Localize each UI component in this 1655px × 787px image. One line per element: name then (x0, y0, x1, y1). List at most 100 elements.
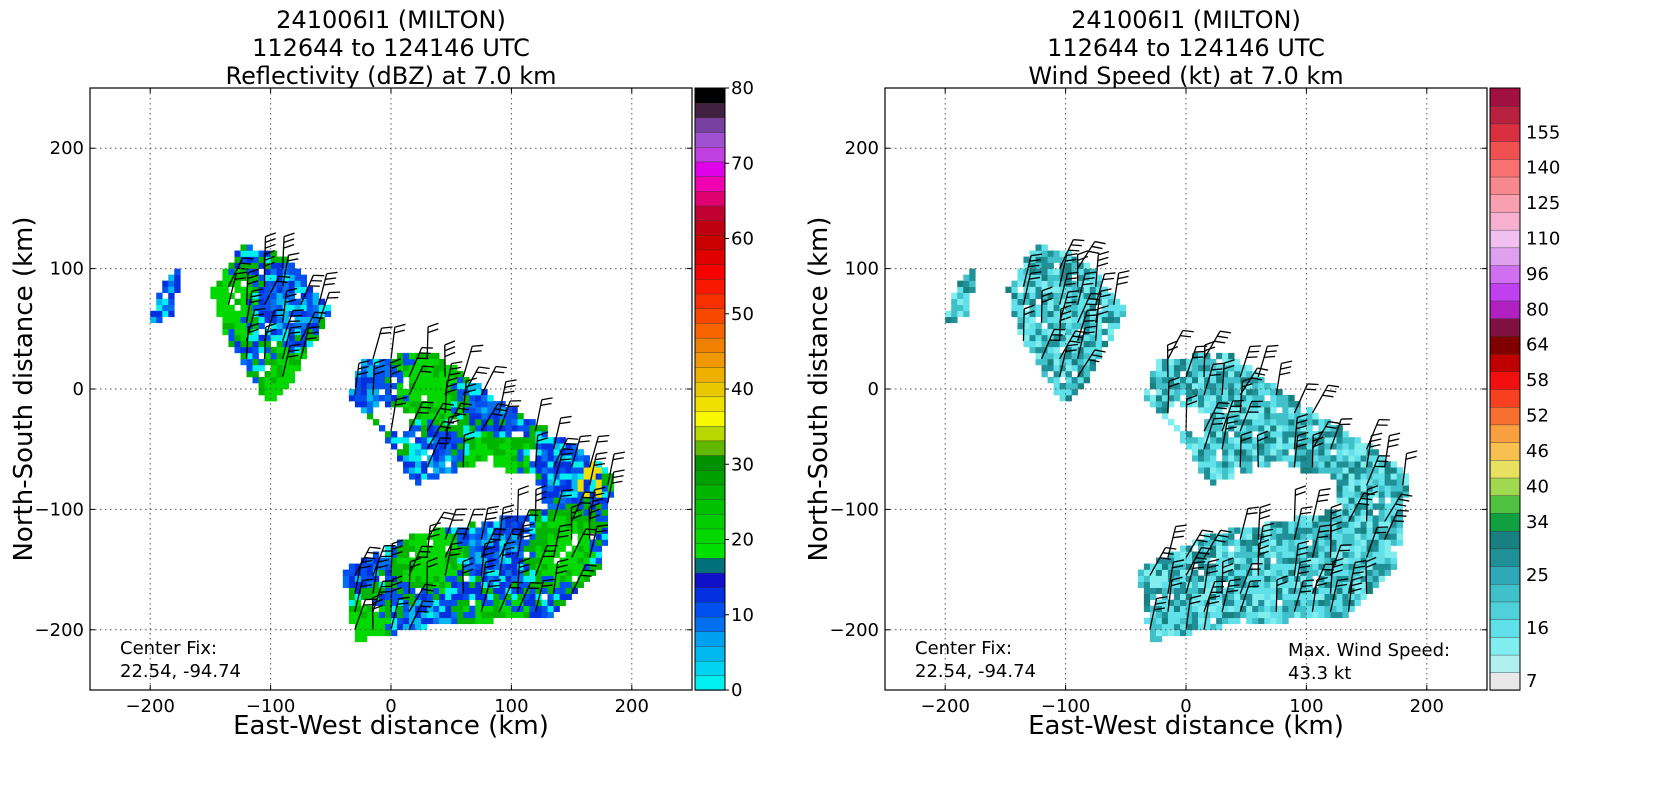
echo-cell (1179, 587, 1187, 594)
echo-cell (306, 322, 314, 330)
echo-cell (174, 274, 181, 281)
wind-barb-flag (561, 452, 573, 456)
colorbar-tick-label: 46 (1526, 441, 1549, 462)
wind-barb-flag (1194, 350, 1206, 353)
echo-cell (475, 617, 482, 625)
echo-cell (391, 395, 398, 402)
echo-cell (529, 593, 536, 600)
echo-cell (505, 521, 512, 528)
echo-cell (1294, 407, 1301, 414)
wind-barb-flag (1249, 579, 1262, 582)
echo-cell (1186, 617, 1193, 625)
echo-cell (457, 382, 464, 390)
echo-cell (397, 605, 404, 613)
echo-cell (457, 557, 464, 564)
colorbar-bin (694, 117, 726, 133)
echo-cell (433, 437, 440, 444)
echo-cell (1252, 593, 1259, 600)
echo-cell (1360, 467, 1367, 474)
echo-cell (372, 587, 380, 594)
echo-cell (1011, 280, 1018, 287)
echo-cell (1246, 569, 1253, 576)
echo-cell (1101, 310, 1109, 318)
echo-cell (1384, 539, 1391, 546)
echo-cell (1179, 605, 1187, 613)
echo-cell (415, 539, 422, 546)
echo-cell (1378, 563, 1385, 570)
echo-cell (1089, 322, 1096, 330)
wind-barb-flag (264, 261, 275, 267)
echo-cell (469, 449, 476, 456)
x-axis-label: East-West distance (km) (1028, 711, 1344, 741)
wind-barb-flag (420, 370, 432, 373)
wind-barb-flag (422, 365, 434, 368)
echo-cell (234, 334, 241, 342)
echo-cell (565, 503, 572, 510)
echo-cell (487, 617, 494, 625)
echo-cell (1179, 617, 1187, 625)
echo-cell (1240, 389, 1247, 396)
echo-cell (439, 599, 446, 607)
wind-barb-flag (1064, 282, 1076, 286)
echo-cell (475, 539, 482, 546)
echo-cell (294, 334, 301, 342)
echo-cell (1288, 551, 1295, 558)
echo-cell (1342, 485, 1349, 492)
colorbar-bin (1489, 300, 1521, 319)
wind-barb-flag (1097, 305, 1109, 310)
echo-cell (577, 533, 584, 540)
echo-cell (559, 515, 566, 522)
echo-cell (565, 509, 572, 516)
echo-cell (397, 539, 404, 546)
echo-cell (439, 449, 446, 456)
echo-cell (1192, 401, 1199, 408)
echo-cell (1192, 437, 1199, 444)
echo-cell (1149, 382, 1157, 390)
echo-cell (541, 539, 548, 546)
echo-cell (258, 334, 265, 342)
echo-cell (270, 286, 277, 293)
echo-cell (1065, 250, 1072, 257)
colorbar-bin (694, 425, 726, 442)
echo-cell (1204, 617, 1211, 625)
echo-cell (541, 521, 548, 528)
echo-cell (469, 539, 476, 546)
echo-cell (288, 358, 295, 366)
echo-cell (409, 376, 416, 384)
wind-barb-flag (1196, 345, 1208, 348)
echo-cell (577, 521, 584, 528)
echo-cell (1228, 557, 1235, 564)
echo-cell (463, 569, 470, 576)
echo-cell (1161, 581, 1169, 588)
echo-cell (475, 449, 482, 456)
echo-cell (553, 491, 560, 498)
echo-cell (1366, 479, 1373, 486)
echo-cell (318, 322, 326, 330)
echo-cell (1047, 280, 1054, 287)
echo-cell (1264, 599, 1271, 607)
echo-cell (1306, 449, 1313, 456)
echo-cell (559, 461, 566, 468)
echo-cell (300, 352, 308, 360)
echo-cell (1252, 575, 1259, 582)
echo-cell (547, 593, 554, 600)
echo-cell (1053, 310, 1060, 318)
echo-cell (433, 593, 440, 600)
echo-cell (583, 485, 590, 492)
echo-cell (276, 334, 283, 342)
echo-cell (1155, 557, 1163, 564)
echo-cell (1204, 431, 1211, 438)
echo-cell (300, 346, 308, 354)
wind-barb-flag (594, 486, 606, 491)
echo-cell (1264, 575, 1271, 582)
echo-cell (1198, 395, 1205, 402)
echo-cell (1354, 533, 1361, 540)
wind-barb-flag (472, 344, 484, 347)
wind-barb-flag (1070, 244, 1082, 247)
echo-cell (366, 587, 374, 594)
echo-cell (1390, 461, 1397, 468)
echo-cell (162, 286, 169, 293)
wind-barb-flag (1168, 382, 1180, 388)
echo-cell (1240, 413, 1247, 420)
